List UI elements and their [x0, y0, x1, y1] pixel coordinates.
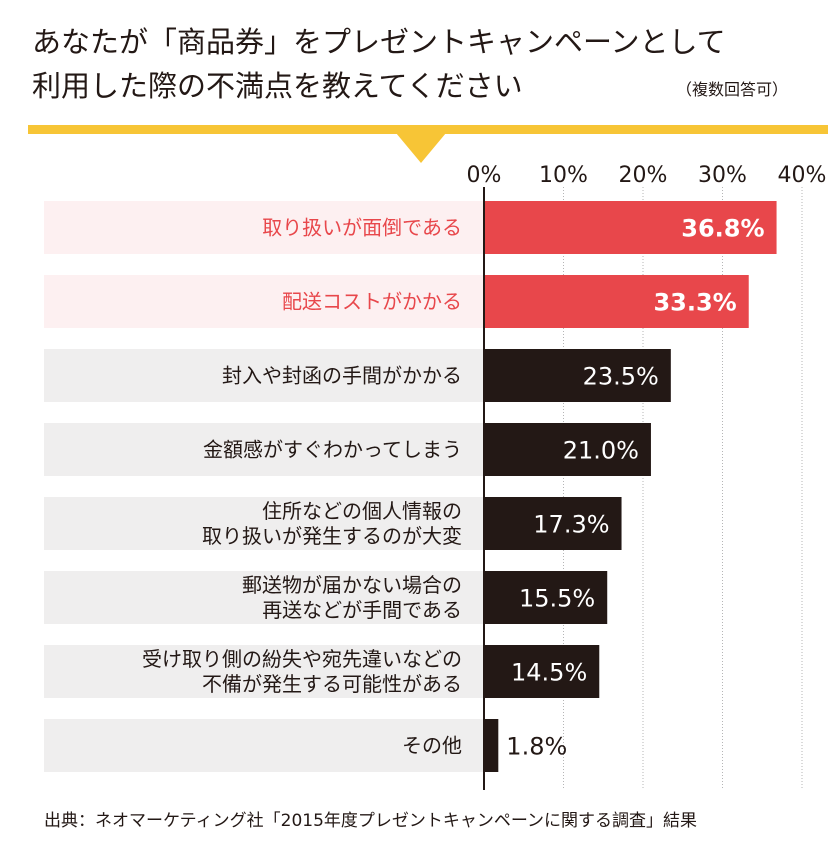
x-tick-label: 10%	[539, 163, 588, 188]
category-label: 封入や封函の手間がかかる	[222, 364, 462, 388]
title-line-2: 利用した際の不満点を教えてください	[32, 69, 523, 103]
category-label: 受け取り側の紛失や宛先違いなどの	[142, 647, 462, 671]
bar	[484, 719, 499, 772]
bar	[484, 275, 749, 328]
bar	[484, 497, 622, 550]
category-band	[44, 275, 484, 328]
bar	[484, 423, 651, 476]
value-label: 36.8%	[681, 215, 764, 243]
value-label: 15.5%	[519, 585, 595, 613]
bar	[484, 645, 600, 698]
category-label: 配送コストがかかる	[282, 290, 462, 314]
bar	[484, 201, 777, 254]
title-underline	[28, 125, 828, 134]
value-label: 21.0%	[563, 437, 639, 465]
category-band	[44, 571, 484, 624]
x-tick-label: 40%	[778, 163, 827, 188]
category-band	[44, 423, 484, 476]
pointer-triangle-icon	[396, 133, 446, 163]
value-label: 17.3%	[533, 511, 609, 539]
chart-title: あなたが「商品券」をプレゼントキャンペーンとして 利用した際の不満点を教えてくだ…	[32, 20, 726, 108]
category-label: 再送などが手間である	[262, 598, 462, 622]
category-band	[44, 719, 484, 772]
category-band	[44, 497, 484, 550]
category-label: 取り扱いが発生するのが大変	[202, 524, 462, 548]
category-label: 金額感がすぐわかってしまう	[203, 438, 462, 462]
value-label: 14.5%	[511, 659, 587, 687]
category-band	[44, 645, 484, 698]
multiple-answers-note: （複数回答可）	[676, 80, 789, 99]
category-label: 郵送物が届かない場合の	[242, 573, 462, 597]
category-band	[44, 201, 484, 254]
x-tick-label: 20%	[619, 163, 668, 188]
category-label: 取り扱いが面倒である	[262, 216, 462, 240]
value-label: 33.3%	[653, 289, 736, 317]
bar	[484, 571, 608, 624]
value-label: 1.8%	[506, 733, 567, 761]
source-note: 出典：ネオマーケティング社「2015年度プレゼントキャンペーンに関する調査」結果	[44, 811, 698, 831]
category-label: 不備が発生する可能性がある	[202, 672, 462, 696]
title-line-1: あなたが「商品券」をプレゼントキャンペーンとして	[32, 25, 726, 59]
category-label: その他	[402, 734, 462, 758]
x-tick-label: 30%	[698, 163, 747, 188]
x-tick-label: 0%	[467, 163, 502, 188]
bar	[484, 349, 671, 402]
category-label: 住所などの個人情報の	[262, 499, 462, 523]
category-band	[44, 349, 484, 402]
value-label: 23.5%	[583, 363, 659, 391]
